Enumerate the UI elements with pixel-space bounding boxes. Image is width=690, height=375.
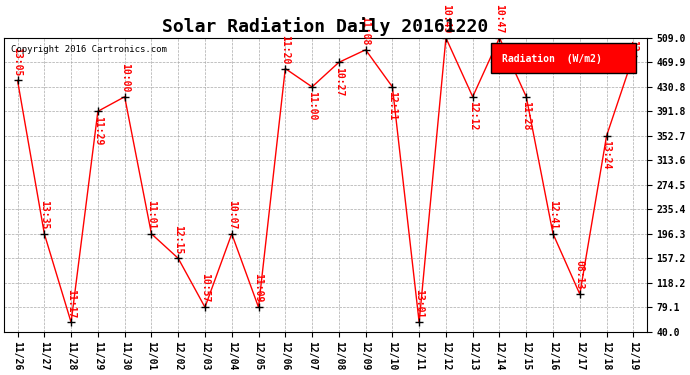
Text: Copyright 2016 Cartronics.com: Copyright 2016 Cartronics.com	[11, 45, 167, 54]
Text: 10:57: 10:57	[200, 273, 210, 303]
Text: 12:11: 12:11	[387, 91, 397, 121]
Title: Solar Radiation Daily 20161220: Solar Radiation Daily 20161220	[162, 17, 489, 36]
Text: 12:15: 12:15	[173, 225, 184, 254]
Text: 13:24: 13:24	[602, 140, 611, 170]
Text: 10:27: 10:27	[334, 67, 344, 96]
Text: 12:12: 12:12	[468, 101, 477, 130]
Text: 11:09: 11:09	[253, 273, 264, 303]
Text: 11:17: 11:17	[66, 288, 76, 318]
Text: 12:41: 12:41	[548, 200, 558, 230]
Text: 11:29: 11:29	[93, 116, 103, 145]
Text: 13:05: 13:05	[12, 47, 23, 76]
Text: 10:07: 10:07	[227, 200, 237, 230]
Text: 13:01: 13:01	[414, 288, 424, 318]
Text: 11:01: 11:01	[146, 200, 157, 230]
Text: 11:08: 11:08	[361, 16, 371, 45]
Text: 12: 12	[629, 40, 638, 52]
Text: 11:00: 11:00	[307, 91, 317, 121]
Text: 11:28: 11:28	[521, 101, 531, 130]
Text: 11:20: 11:20	[280, 35, 290, 64]
Text: 08:13: 08:13	[575, 260, 585, 290]
Text: Radiation  (W/m2): Radiation (W/m2)	[502, 54, 602, 63]
Text: 10:47: 10:47	[495, 4, 504, 33]
Text: 10:00: 10:00	[119, 63, 130, 92]
Text: 13:35: 13:35	[39, 200, 49, 230]
Text: 10:49: 10:49	[441, 4, 451, 33]
